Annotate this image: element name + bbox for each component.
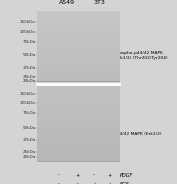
Text: -: - <box>57 173 59 178</box>
Text: 50kDa: 50kDa <box>22 53 36 57</box>
Text: 20kDa: 20kDa <box>22 155 36 159</box>
Ellipse shape <box>101 56 107 60</box>
Text: 100kDa: 100kDa <box>20 30 36 34</box>
Text: 150kDa: 150kDa <box>20 92 36 95</box>
Text: Phospho-p44/42 MAPK
(Erk1/2) (Thr202/Tyr204): Phospho-p44/42 MAPK (Erk1/2) (Thr202/Tyr… <box>114 51 168 60</box>
Text: 150kDa: 150kDa <box>20 20 36 24</box>
Ellipse shape <box>75 130 88 139</box>
Text: -: - <box>93 173 95 178</box>
Ellipse shape <box>105 130 117 139</box>
Text: 25kDa: 25kDa <box>22 150 36 154</box>
Text: p44/42 MAPK (Erk1/2): p44/42 MAPK (Erk1/2) <box>114 132 162 136</box>
Text: +: + <box>92 182 96 184</box>
Ellipse shape <box>58 53 74 63</box>
Text: 100kDa: 100kDa <box>20 101 36 105</box>
Text: +: + <box>108 182 112 184</box>
Text: -: - <box>57 182 59 184</box>
Text: 75kDa: 75kDa <box>22 111 36 115</box>
Text: 25kDa: 25kDa <box>22 75 36 79</box>
Ellipse shape <box>51 130 70 139</box>
Text: +: + <box>75 173 79 178</box>
Text: A549: A549 <box>59 1 75 6</box>
Text: 37kDa: 37kDa <box>22 138 36 142</box>
Bar <box>37 11 119 82</box>
Text: 75kDa: 75kDa <box>22 40 36 44</box>
Text: PDGF: PDGF <box>120 173 133 178</box>
Text: +: + <box>108 173 112 178</box>
Text: -: - <box>77 182 78 184</box>
Text: 20kDa: 20kDa <box>22 79 36 83</box>
Ellipse shape <box>92 130 105 139</box>
Text: 50kDa: 50kDa <box>22 125 36 130</box>
Text: 3T3: 3T3 <box>94 1 106 6</box>
Text: EGF: EGF <box>120 182 130 184</box>
Text: 37kDa: 37kDa <box>22 66 36 70</box>
Bar <box>37 86 119 161</box>
